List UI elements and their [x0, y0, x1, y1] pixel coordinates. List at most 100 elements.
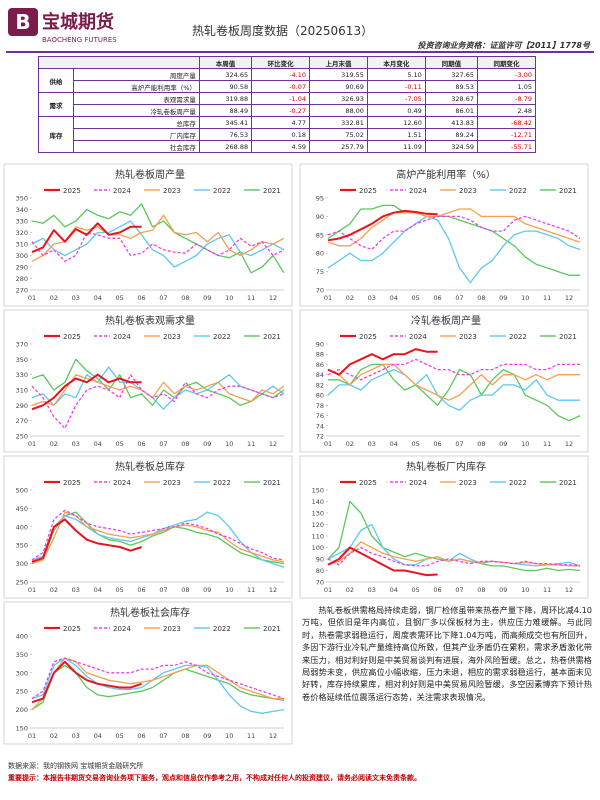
legend-label: 2025 — [359, 187, 377, 195]
x-tick-label: 03 — [72, 440, 80, 448]
y-tick-label: 70 — [316, 287, 324, 295]
table-cell: -8.79 — [477, 92, 536, 105]
y-tick-label: 290 — [16, 264, 28, 272]
logo-text-en: BAOCHENG FUTURES — [42, 36, 117, 44]
y-tick-label: 310 — [16, 387, 28, 395]
x-tick-label: 07 — [159, 294, 167, 302]
x-tick-label: 06 — [433, 440, 441, 448]
legend-label: 2023 — [459, 333, 477, 341]
y-tick-label: 270 — [16, 287, 28, 295]
x-tick-label: 01 — [28, 440, 36, 448]
x-tick-label: 06 — [433, 586, 441, 594]
y-tick-label: 84 — [316, 371, 324, 379]
commentary: 热轧卷板供需格局持续走弱，钢厂检修虽带来热卷产量下降，周环比减4.10万吨，但依… — [302, 605, 592, 702]
x-tick-label: 04 — [390, 586, 398, 594]
table-header-row: 本周值 环比变化 上月末值 本月变化 同期值 同期变化 — [38, 56, 536, 69]
series-line — [327, 546, 581, 567]
x-tick-label: 07 — [455, 294, 463, 302]
x-tick-label: 05 — [116, 586, 124, 594]
x-tick-label: 12 — [269, 294, 277, 302]
x-tick-label: 10 — [521, 440, 529, 448]
series-line — [327, 215, 581, 284]
series-line — [31, 511, 285, 568]
table-corner — [38, 56, 200, 69]
x-tick-label: 06 — [137, 440, 145, 448]
table-row: 库存 总库存 345.41 4.77 332.81 12.60 413.83 -68.42 — [37, 116, 536, 153]
x-tick-label: 09 — [203, 294, 211, 302]
table-row: 供给 周度产量 324.65 -4.10 319.55 5.10 327.65 -3.00 — [37, 68, 536, 93]
line-chart: 高炉产能利用率（%） 2025 2024 2023 2022 2021 70 75 80 85 90… — [299, 163, 589, 307]
table-cell: 88.00 — [309, 104, 368, 117]
table-cell: 90.58 — [198, 80, 253, 93]
table-cell: -3.00 — [477, 68, 536, 81]
series-line — [327, 523, 581, 567]
series-line — [31, 358, 285, 406]
x-tick-label: 02 — [50, 732, 58, 740]
y-tick-label: 320 — [16, 229, 28, 237]
table-row: 厂内库存 76.53 0.18 75.02 1.51 89.24 -12.71 — [39, 128, 536, 141]
data-source: 数据来源：我的钢铁网 宝城期货金融研究所 — [8, 762, 144, 770]
series-line — [327, 541, 580, 567]
x-tick-label: 07 — [455, 440, 463, 448]
x-tick-label: 01 — [28, 294, 36, 302]
legend-label: 2024 — [409, 479, 427, 487]
legend-label: 2023 — [163, 333, 181, 341]
x-tick-label: 04 — [94, 732, 102, 740]
y-tick-label: 310 — [16, 241, 28, 249]
x-tick-label: 06 — [137, 732, 145, 740]
notice: 重要提示：本报告非期货交易咨询业务项下服务，观点和信息仅作参考之用，不构成对任何… — [8, 774, 421, 782]
table-cell: 88.49 — [198, 104, 253, 117]
table-cell: 327.65 — [424, 68, 479, 81]
chart-title: 热轧卷板总库存 — [115, 460, 185, 473]
series-line — [31, 366, 285, 410]
table-cell: 257.79 — [309, 140, 368, 153]
y-tick-label: 500 — [16, 487, 28, 495]
x-tick-label: 03 — [368, 440, 376, 448]
y-tick-label: 350 — [16, 195, 28, 203]
legend-label: 2022 — [509, 187, 527, 195]
table-cell: -55.71 — [477, 140, 536, 153]
column-header: 同期值 — [424, 56, 479, 69]
x-tick-label: 05 — [116, 294, 124, 302]
x-tick-label: 11 — [247, 294, 255, 302]
y-tick-label: 140 — [312, 498, 324, 506]
series-line — [31, 511, 285, 565]
x-tick-label: 09 — [499, 294, 507, 302]
table-cell: 324.65 — [198, 68, 253, 81]
x-tick-label: 09 — [499, 586, 507, 594]
y-tick-label: 450 — [16, 505, 28, 513]
legend-label: 2025 — [359, 333, 377, 341]
x-tick-label: 02 — [50, 294, 58, 302]
table-cell: -4.10 — [251, 68, 311, 81]
x-tick-label: 12 — [269, 440, 277, 448]
x-tick-label: 05 — [412, 294, 420, 302]
y-tick-label: 330 — [16, 371, 28, 379]
x-tick-label: 08 — [477, 294, 485, 302]
x-tick-label: 05 — [116, 440, 124, 448]
x-tick-label: 05 — [412, 440, 420, 448]
table-cell: 5.10 — [366, 68, 426, 81]
series-line — [31, 657, 285, 700]
x-tick-label: 02 — [346, 294, 354, 302]
series-line — [31, 373, 142, 411]
legend-label: 2022 — [509, 333, 527, 341]
x-tick-label: 03 — [72, 732, 80, 740]
series-line — [31, 518, 142, 563]
x-tick-label: 08 — [181, 294, 189, 302]
legend-label: 2021 — [559, 333, 577, 341]
series-line — [31, 511, 285, 565]
row-label: 厂内库存 — [73, 128, 200, 141]
legend-label: 2022 — [213, 333, 231, 341]
table-cell: 328.67 — [424, 92, 479, 105]
x-tick-label: 01 — [28, 732, 36, 740]
y-tick-label: 95 — [316, 195, 324, 203]
legend-label: 2021 — [263, 625, 281, 633]
legend-label: 2024 — [409, 187, 427, 195]
chart-frame — [3, 163, 293, 307]
y-tick-label: 100 — [312, 544, 324, 552]
x-tick-label: 06 — [137, 294, 145, 302]
x-tick-label: 12 — [565, 294, 573, 302]
series-line — [327, 209, 438, 242]
x-tick-label: 04 — [390, 440, 398, 448]
